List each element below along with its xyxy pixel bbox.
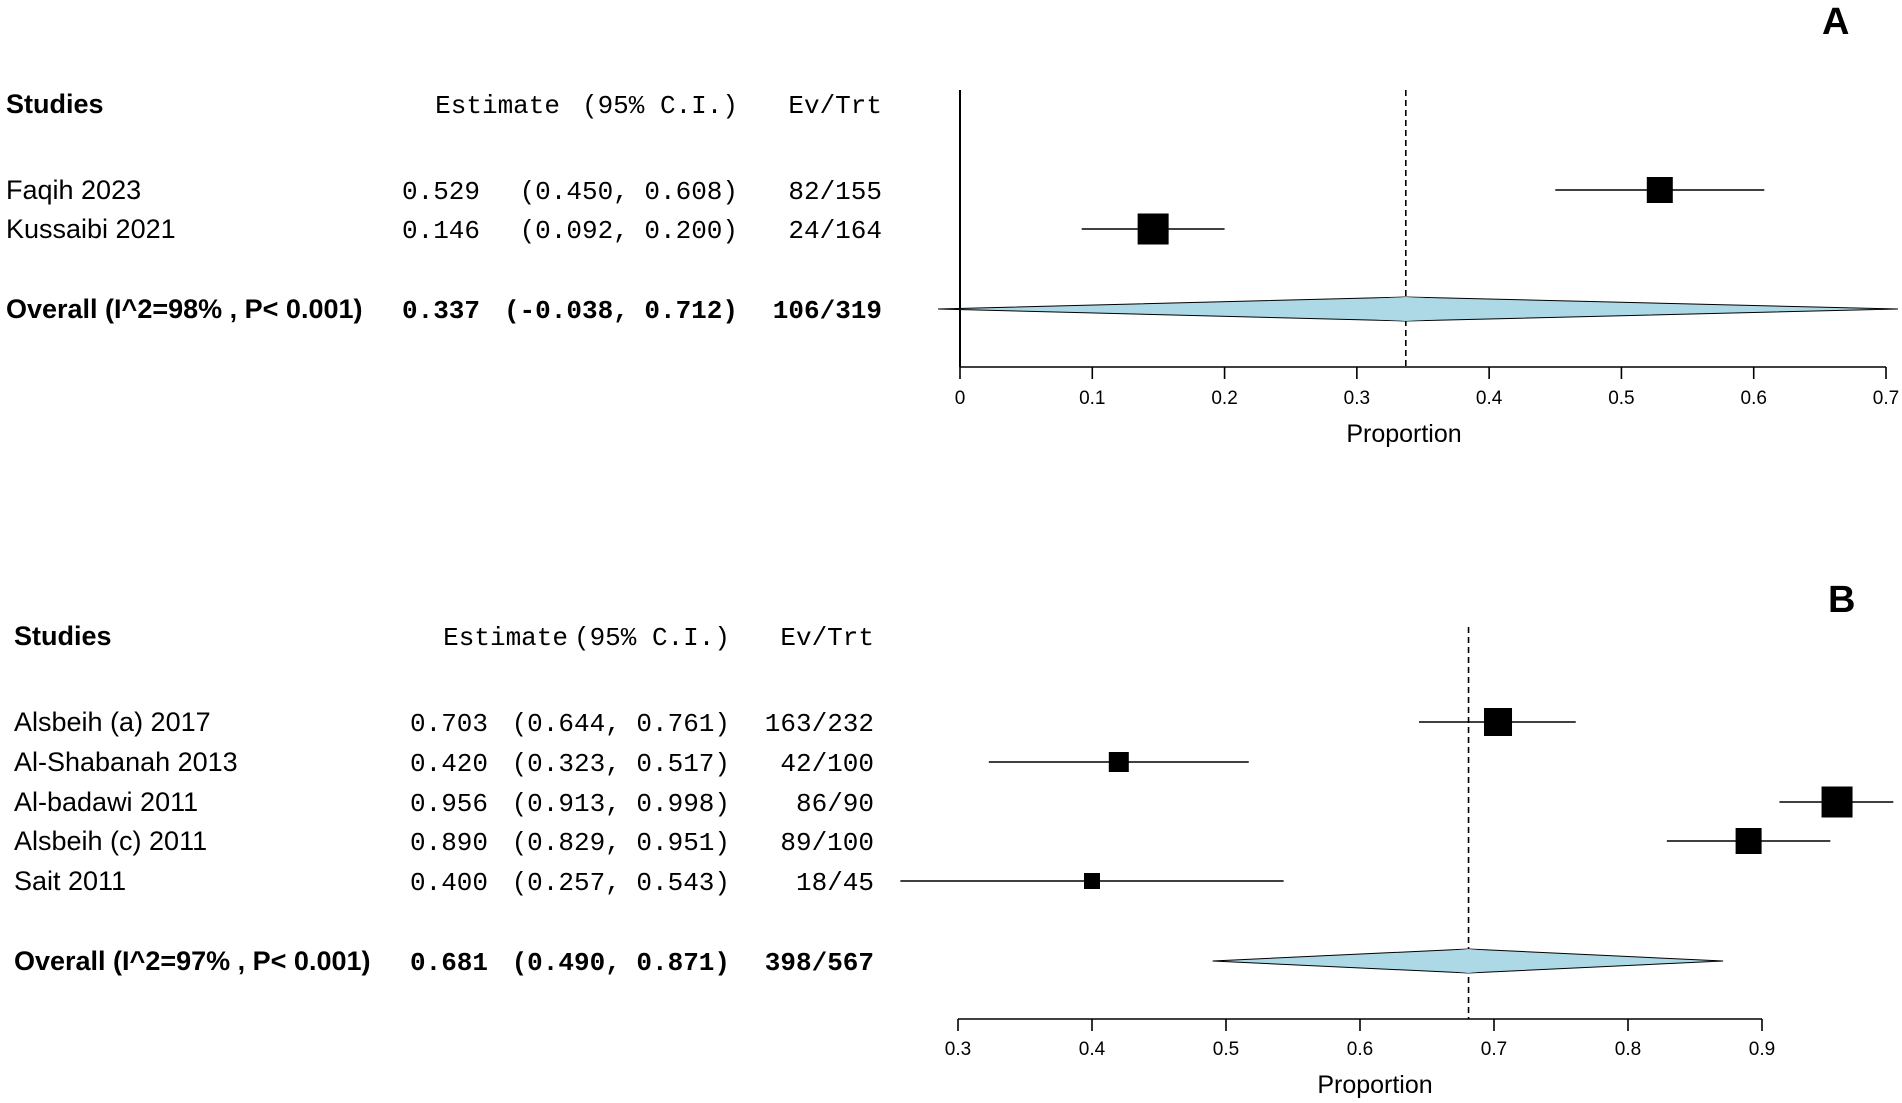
x-axis-label: Proportion [1317,1071,1432,1099]
x-tick-label: 0.2 [1211,388,1237,409]
study-ci: (0.644, 0.761) [512,709,730,739]
study-point-box [1646,177,1673,203]
x-tick-label: 0.3 [1344,388,1370,409]
study-estimate: 0.420 [410,749,488,779]
study-name: Alsbeih (c) 2011 [14,826,207,856]
study-name: Faqih 2023 [6,175,141,205]
study-name: Al-Shabanah 2013 [14,747,238,777]
overall-diamond-core [1340,949,1596,973]
x-tick-label: 0.5 [1608,388,1634,409]
study-estimate: 0.703 [410,709,488,739]
study-estimate: 0.890 [410,828,488,858]
study-point-box [1137,213,1169,245]
study-name: Sait 2011 [14,866,126,896]
study-events: 89/100 [780,828,874,858]
overall-events: 398/567 [765,948,874,978]
study-name: Kussaibi 2021 [6,214,176,244]
study-point-box [1108,752,1129,772]
x-tick-label: 0.6 [1347,1039,1373,1060]
panel-letter: B [1828,579,1855,621]
estimate-header: Estimate [443,623,568,653]
overall-estimate: 0.337 [402,296,480,326]
events-header: Ev/Trt [780,623,874,653]
x-tick-label: 0.4 [1079,1039,1106,1060]
overall-label: Overall (I^2=98% , P< 0.001) [6,294,362,324]
x-tick-label: 0.7 [1873,388,1899,409]
study-point-box [1084,873,1100,889]
x-tick-label: 0.4 [1476,388,1503,409]
study-events: 163/232 [765,709,874,739]
x-tick-label: 0.9 [1749,1039,1775,1060]
overall-events: 106/319 [773,296,882,326]
overall-label: Overall (I^2=97% , P< 0.001) [14,946,370,976]
study-ci: (0.257, 0.543) [512,868,730,898]
study-estimate: 0.956 [410,789,488,819]
study-events: 86/90 [796,789,874,819]
study-point-box [1735,828,1762,854]
study-name: Al-badawi 2011 [14,787,198,817]
studies-header: Studies [14,621,112,651]
x-tick-label: 0.3 [945,1039,971,1060]
study-point-box [1484,708,1513,736]
studies-header: Studies [6,89,104,119]
panel-letter: A [1822,1,1849,43]
study-ci: (0.829, 0.951) [512,828,730,858]
study-ci: (0.913, 0.998) [512,789,730,819]
study-events: 82/155 [788,177,882,207]
x-tick-label: 0 [955,388,966,409]
overall-diamond-core [1171,297,1652,321]
x-tick-label: 0.1 [1079,388,1105,409]
study-events: 24/164 [788,216,882,246]
study-name: Alsbeih (a) 2017 [14,707,211,737]
forest-panel-a: A Studies Estimate (95% C.I.) Ev/Trt Faqih 20… [6,1,1899,448]
study-point-box [1821,786,1853,818]
x-tick-label: 0.6 [1741,388,1767,409]
study-events: 42/100 [780,749,874,779]
ci-header: (95% C.I.) [582,91,738,121]
study-ci: (0.092, 0.200) [520,216,738,246]
study-ci: (0.450, 0.608) [520,177,738,207]
events-header: Ev/Trt [788,91,882,121]
study-events: 18/45 [796,868,874,898]
study-estimate: 0.529 [402,177,480,207]
study-estimate: 0.146 [402,216,480,246]
study-estimate: 0.400 [410,868,488,898]
x-tick-label: 0.5 [1213,1039,1239,1060]
overall-estimate: 0.681 [410,948,488,978]
x-tick-label: 0.8 [1615,1039,1641,1060]
overall-ci: (-0.038, 0.712) [504,296,738,326]
ci-header: (95% C.I.) [574,623,730,653]
overall-ci: (0.490, 0.871) [512,948,730,978]
estimate-header: Estimate [435,91,560,121]
x-axis-label: Proportion [1346,420,1461,448]
x-tick-label: 0.7 [1481,1039,1507,1060]
study-ci: (0.323, 0.517) [512,749,730,779]
forest-panel-b: B Studies Estimate (95% C.I.) Ev/Trt Alsbeih … [14,579,1894,1099]
